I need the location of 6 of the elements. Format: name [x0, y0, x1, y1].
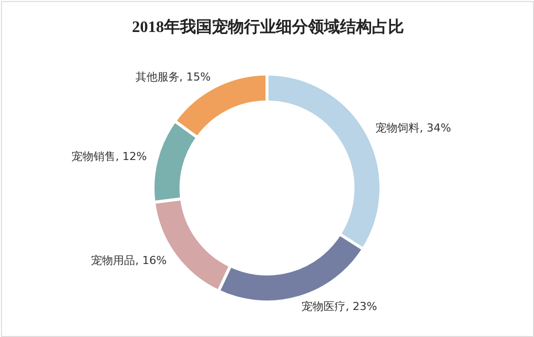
- chart-title: 2018年我国宠物行业细分领域结构占比: [132, 18, 404, 36]
- slice-label: 宠物销售, 12%: [71, 150, 147, 164]
- slice-label: 其他服务, 15%: [135, 70, 211, 84]
- slice-label: 宠物医疗, 23%: [302, 300, 378, 314]
- slice-label: 宠物饲料, 34%: [376, 121, 452, 134]
- slice-label: 宠物用品, 16%: [91, 254, 167, 267]
